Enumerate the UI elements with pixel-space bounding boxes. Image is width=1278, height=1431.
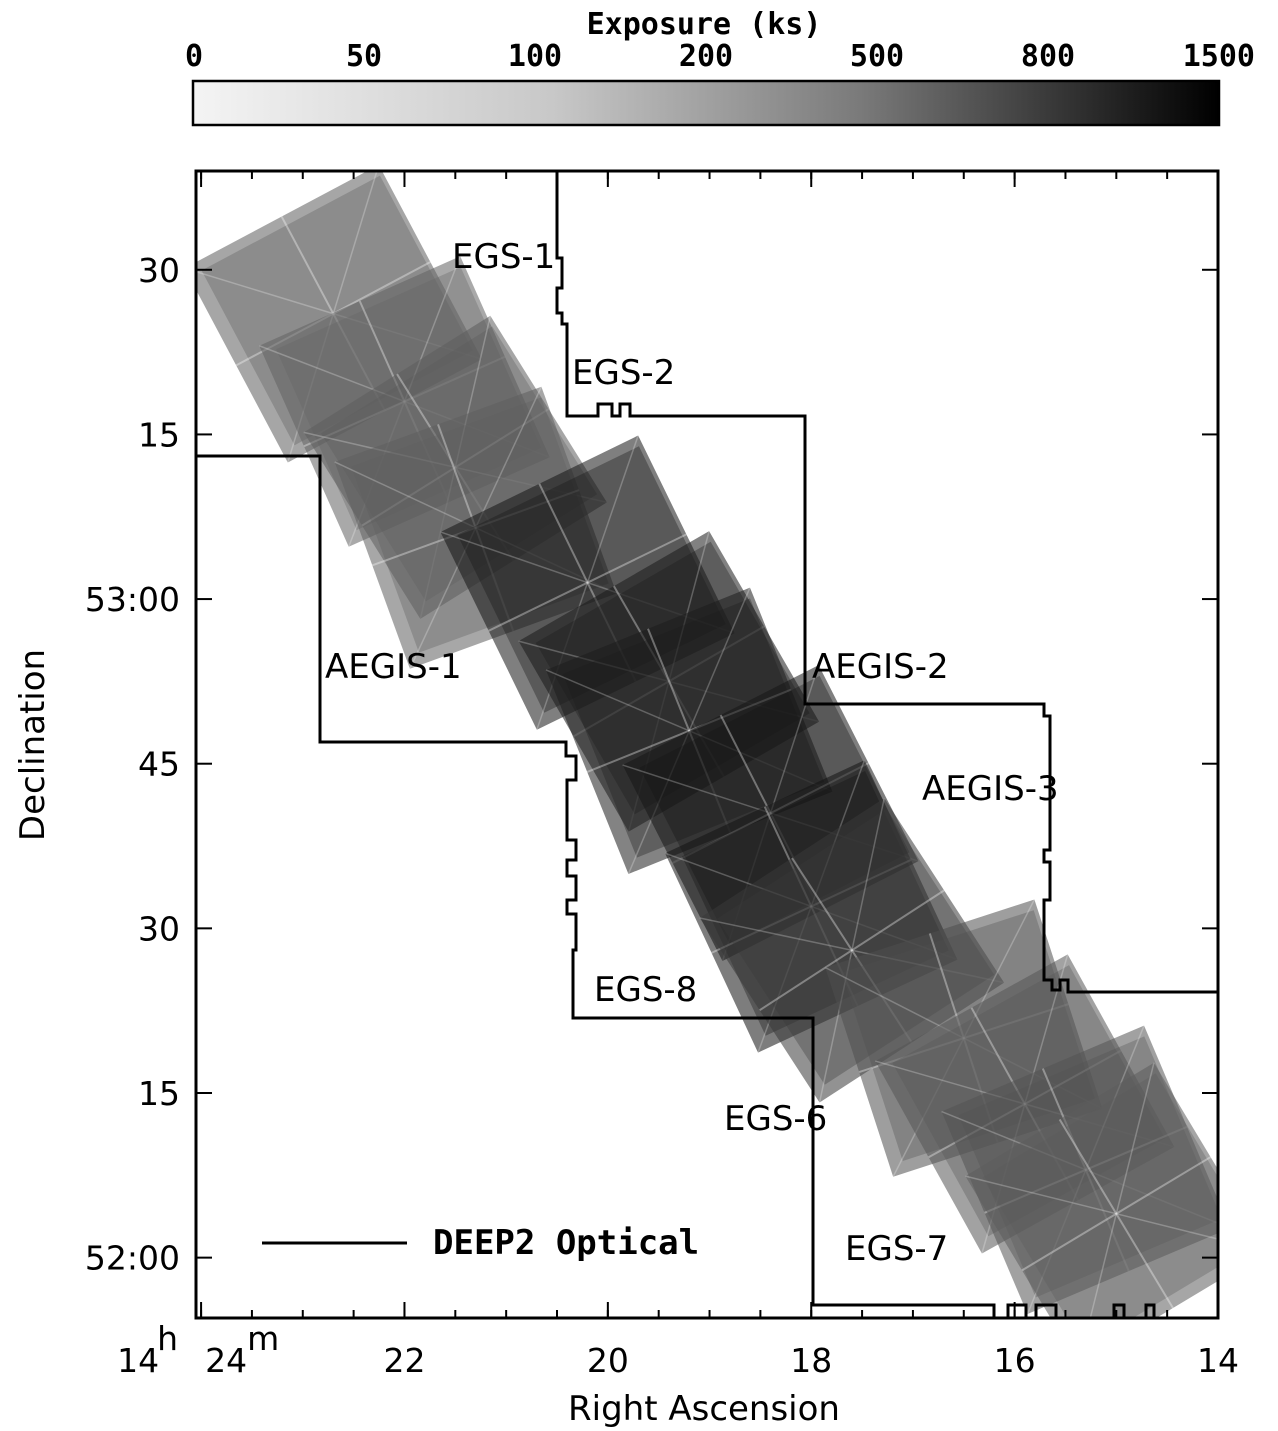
y-tick-label: 53:00 — [85, 580, 180, 619]
field-labels: EGS-1 EGS-2 AEGIS-1 AEGIS-2 AEGIS-3 EGS-8 EGS-… — [325, 237, 1059, 1269]
colorbar-tick-label: 100 — [508, 39, 562, 74]
y-tick-label: 45 — [138, 745, 180, 784]
x-tick-label: 22 — [383, 1341, 425, 1380]
x-axis-label: Right Ascension — [568, 1389, 840, 1429]
axis-ticks — [196, 171, 1219, 1318]
colorbar: Exposure (ks) 0 50 100 200 500 800 1500 — [185, 7, 1255, 127]
x-tick-label: 18 — [790, 1341, 832, 1380]
colorbar-tick-label: 0 — [185, 39, 203, 74]
chip-gap — [818, 797, 885, 1103]
colorbar-tick-label: 50 — [346, 39, 382, 74]
field-label: EGS-8 — [594, 970, 697, 1010]
chip-gap — [488, 533, 687, 632]
field-label: AEGIS-1 — [325, 647, 462, 687]
colorbar-tick-labels: 0 50 100 200 500 800 1500 — [185, 39, 1255, 74]
field-label: EGS-1 — [452, 237, 555, 277]
x-tick-label: 16 — [994, 1341, 1036, 1380]
colorbar-tick-label: 1500 — [1183, 39, 1255, 74]
colorbar-tick-label: 800 — [1021, 39, 1075, 74]
field-boundary-line — [1006, 1303, 1156, 1318]
pointing-overlap — [982, 1073, 1218, 1318]
y-tick-labels: 30 15 53:00 45 30 15 52:00 — [85, 251, 180, 1278]
y-axis-label: Declination — [13, 649, 53, 841]
chip-gap — [1021, 1156, 1212, 1272]
x-tick-label: 24 — [205, 1341, 247, 1380]
y-tick-label: 52:00 — [85, 1239, 180, 1278]
field-boundary-line — [555, 171, 1218, 994]
chip-gap — [759, 889, 945, 1012]
x-tick-label-hour-unit: h — [157, 1319, 178, 1358]
y-tick-label: 30 — [138, 909, 180, 948]
x-tick-label: 20 — [587, 1341, 629, 1380]
y-tick-label: 15 — [138, 1074, 180, 1113]
legend-label: DEEP2 Optical — [433, 1223, 699, 1263]
deep2-field-boundaries — [196, 171, 1218, 1318]
x-tick-label-minute-unit: m — [247, 1319, 279, 1358]
colorbar-tick-label: 200 — [679, 39, 733, 74]
field-label: AEGIS-2 — [812, 647, 949, 687]
colorbar-title: Exposure (ks) — [587, 7, 822, 42]
field-label: EGS-7 — [845, 1229, 948, 1269]
field-label: AEGIS-3 — [922, 769, 1059, 809]
field-boundary-line — [196, 454, 996, 1318]
legend: DEEP2 Optical — [262, 1223, 699, 1263]
chip-gap — [1058, 1118, 1174, 1309]
chip-gap — [1077, 1062, 1155, 1318]
y-tick-label: 15 — [138, 415, 180, 454]
field-label: EGS-2 — [572, 353, 675, 393]
pointings-layer — [196, 171, 1218, 1318]
pointing — [965, 1062, 1218, 1318]
field-label: EGS-6 — [724, 1099, 827, 1139]
plot-frame — [194, 169, 1220, 1320]
pointing-square — [965, 1062, 1218, 1318]
colorbar-bar — [191, 79, 1221, 127]
y-tick-label: 30 — [138, 251, 180, 290]
x-tick-label: 14 — [1197, 1341, 1239, 1380]
chip-gap — [627, 587, 751, 875]
colorbar-tick-label: 500 — [850, 39, 904, 74]
x-tick-label-hour: 14 — [117, 1341, 159, 1380]
